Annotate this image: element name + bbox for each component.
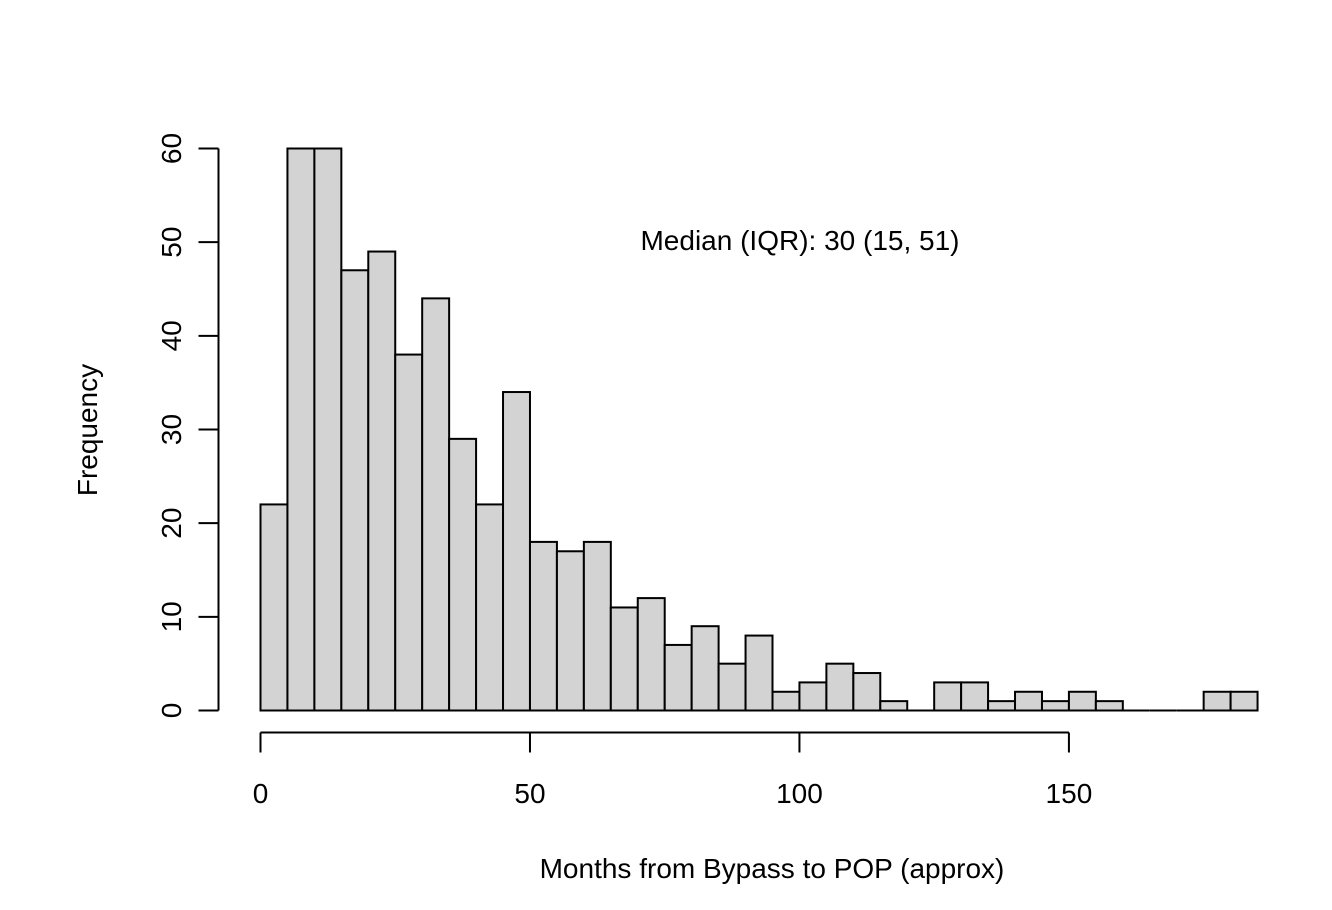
histogram-bar <box>717 662 747 712</box>
histogram-bar <box>286 147 316 712</box>
histogram-bar <box>690 625 720 712</box>
histogram-bar <box>1229 690 1259 712</box>
histogram-bar <box>313 147 343 712</box>
x-tick-label: 50 <box>514 778 545 809</box>
histogram-bar <box>987 700 1017 712</box>
y-tick-label: 0 <box>156 703 187 719</box>
histogram-bar <box>744 634 774 712</box>
histogram-bar <box>1202 690 1232 712</box>
x-tick-label: 0 <box>253 778 269 809</box>
histogram-bar <box>475 503 505 712</box>
histogram-bar <box>502 391 531 712</box>
histogram-bar <box>771 690 801 712</box>
y-tick-label: 50 <box>156 227 187 258</box>
x-axis-label: Months from Bypass to POP (approx) <box>540 853 1005 884</box>
y-tick-label: 10 <box>156 601 187 632</box>
histogram-bar <box>933 681 963 712</box>
histogram-bar <box>663 643 693 712</box>
median-iqr-annotation: Median (IQR): 30 (15, 51) <box>640 225 959 256</box>
histogram-bar <box>825 662 855 712</box>
histogram-bar <box>394 353 424 712</box>
x-tick-label: 100 <box>776 778 823 809</box>
y-axis: 0 10 20 30 40 50 60 <box>156 133 220 719</box>
y-tick-label: 40 <box>156 320 187 351</box>
histogram-bars <box>259 147 1259 712</box>
histogram-bar <box>960 681 990 712</box>
histogram-bar <box>852 672 882 712</box>
y-axis-label: Frequency <box>72 364 103 496</box>
histogram-bar <box>259 503 289 712</box>
x-axis: 0 50 100 150 <box>253 731 1093 809</box>
histogram-bar <box>609 606 639 712</box>
x-tick-label: 150 <box>1046 778 1093 809</box>
histogram-bar <box>582 540 612 712</box>
y-tick-label: 20 <box>156 508 187 539</box>
histogram-bar <box>555 550 585 712</box>
histogram-bar <box>879 700 909 712</box>
histogram-bar <box>421 297 451 712</box>
histogram-bar <box>1094 700 1124 712</box>
y-tick-label: 60 <box>156 133 187 164</box>
histogram-bar <box>367 250 397 712</box>
histogram-bar <box>1040 700 1070 712</box>
histogram-bar <box>798 681 828 712</box>
histogram-bar <box>1014 690 1043 712</box>
histogram-bar <box>340 269 370 712</box>
histogram-bar <box>636 597 666 712</box>
histogram-bar <box>528 540 558 712</box>
histogram-bar <box>448 437 478 712</box>
y-tick-label: 30 <box>156 414 187 445</box>
histogram-bar <box>1067 690 1097 712</box>
